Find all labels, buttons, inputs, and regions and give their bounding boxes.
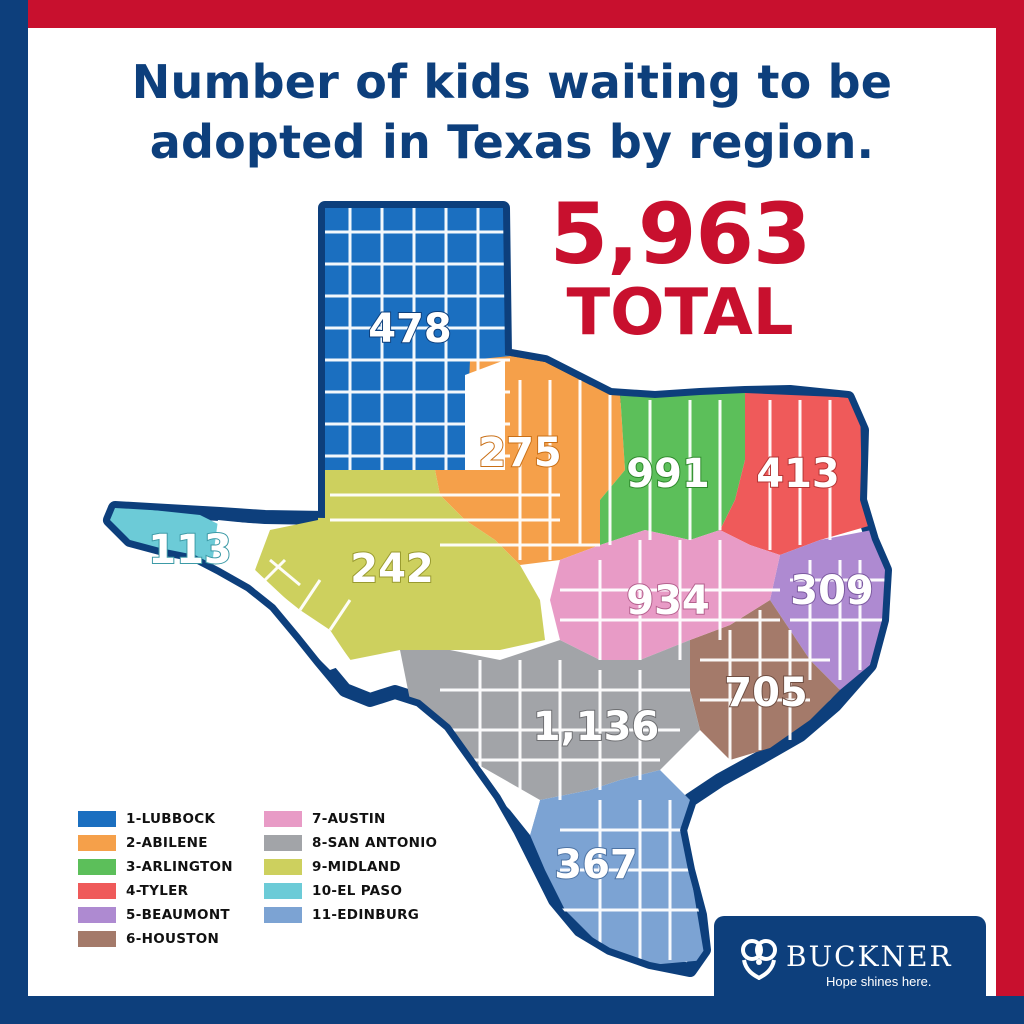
region-shape-houston [690, 600, 840, 760]
total-count: 5,963 [549, 185, 812, 283]
legend-label: 6-HOUSTON [126, 931, 220, 947]
region-count-san-antonio: 1,136 [533, 704, 660, 750]
unshaded-west [212, 520, 352, 670]
unshaded-lubbock-east [465, 360, 505, 470]
legend-item-beaumont: 5-BEAUMONT [78, 906, 264, 924]
county-grid [253, 208, 885, 960]
frame-left-navy [0, 0, 28, 1024]
legend-swatch [78, 907, 116, 923]
frame-top-red [0, 0, 1024, 28]
region-count-midland: 242 [350, 546, 434, 592]
legend-item-tyler: 4-TYLER [78, 882, 264, 900]
legend-swatch [264, 835, 302, 851]
region-count-houston: 705 [724, 670, 808, 716]
legend-label: 7-AUSTIN [312, 811, 386, 827]
frame-right-red [996, 0, 1024, 1024]
legend-label: 2-ABILENE [126, 835, 208, 851]
legend-label: 8-SAN ANTONIO [312, 835, 438, 851]
region-shape-arlington [600, 392, 745, 545]
legend-item-arlington: 3-ARLINGTON [78, 858, 264, 876]
legend-label: 1-LUBBOCK [126, 811, 216, 827]
region-count-beaumont: 309 [790, 568, 874, 614]
legend-item-edinburg: 11-EDINBURG [264, 906, 464, 924]
region-shape-midland [255, 470, 545, 660]
region-count-abilene: 275 [478, 430, 562, 476]
legend-item-houston: 6-HOUSTON [78, 930, 264, 948]
region-count-austin: 934 [626, 578, 710, 624]
legend-label: 10-EL PASO [312, 883, 403, 899]
legend-label: 4-TYLER [126, 883, 189, 899]
legend-item-san-antonio: 8-SAN ANTONIO [264, 834, 464, 852]
legend-swatch [264, 883, 302, 899]
region-shape-austin [550, 530, 780, 660]
brand-badge: BUCKNER Hope shines here. [714, 916, 986, 998]
legend-item-abilene: 2-ABILENE [78, 834, 264, 852]
legend-swatch [78, 835, 116, 851]
brand-name: BUCKNER [786, 940, 953, 973]
region-count-lubbock: 478 [368, 306, 452, 352]
legend-swatch [264, 907, 302, 923]
region-count-edinburg: 367 [554, 842, 638, 888]
legend-item-midland: 9-MIDLAND [264, 858, 464, 876]
region-count-arlington: 991 [626, 451, 710, 497]
legend-item-lubbock: 1-LUBBOCK [78, 810, 264, 828]
region-count-tyler: 413 [756, 451, 840, 497]
region-shape-edinburg [530, 770, 705, 965]
page-title: Number of kids waiting to be adopted in … [131, 55, 893, 169]
region-shape-el-paso [110, 505, 220, 565]
frame-top-left-corner [0, 0, 28, 28]
legend-label: 9-MIDLAND [312, 859, 401, 875]
total-label: TOTAL [566, 276, 794, 350]
legend-swatch [78, 931, 116, 947]
region-shape-tyler [720, 393, 872, 555]
legend-swatch [78, 859, 116, 875]
buckner-logo-icon [741, 939, 777, 980]
legend-item-el-paso: 10-EL PASO [264, 882, 464, 900]
legend-item-austin: 7-AUSTIN [264, 810, 464, 828]
map-legend: 1-LUBBOCK 2-ABILENE 3-ARLINGTON 4-TYLER … [78, 810, 464, 948]
legend-swatch [78, 883, 116, 899]
region-count-el-paso: 113 [148, 527, 232, 573]
legend-label: 3-ARLINGTON [126, 859, 233, 875]
legend-label: 11-EDINBURG [312, 907, 420, 923]
frame-bottom-navy [0, 996, 1024, 1024]
brand-tagline: Hope shines here. [826, 974, 932, 989]
legend-label: 5-BEAUMONT [126, 907, 230, 923]
legend-swatch [264, 859, 302, 875]
legend-swatch [78, 811, 116, 827]
legend-swatch [264, 811, 302, 827]
